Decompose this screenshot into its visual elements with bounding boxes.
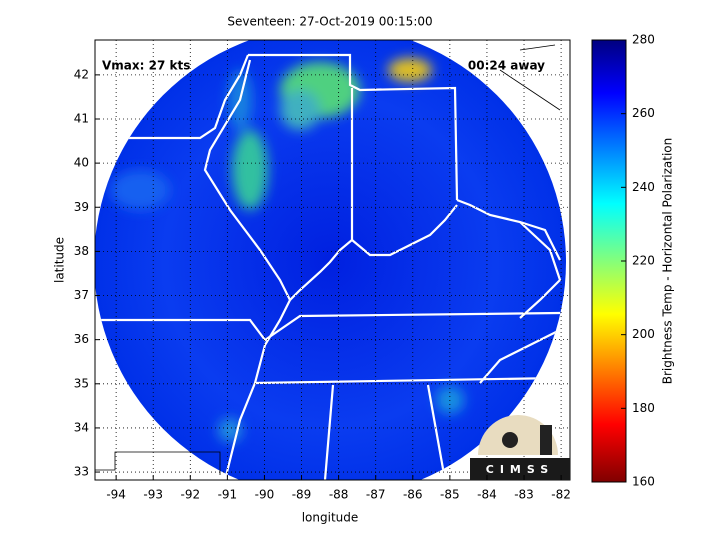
x-tick-label: -93 — [143, 488, 163, 502]
colorbar-tick-label: 180 — [632, 401, 655, 415]
y-tick-label: 33 — [74, 465, 89, 479]
x-tick-label: -84 — [477, 488, 497, 502]
grid — [95, 40, 570, 480]
plot-frame — [94, 39, 571, 481]
x-tick-label: -89 — [292, 488, 312, 502]
colorbar-tick-label: 280 — [632, 33, 655, 47]
map-area — [95, 40, 570, 480]
y-tick-label: 40 — [74, 156, 89, 170]
vmax-annotation: Vmax: 27 kts — [102, 59, 190, 73]
y-tick-label: 34 — [74, 420, 89, 434]
x-tick-label: -86 — [403, 488, 423, 502]
x-tick-label: -83 — [514, 488, 534, 502]
title: Seventeen: 27-Oct-2019 00:15:00 — [227, 15, 432, 29]
time-annotation: 00:24 away — [468, 59, 545, 73]
y-tick-label: 37 — [74, 288, 89, 302]
x-tick-label: -90 — [255, 488, 275, 502]
colorbar-tick-label: 200 — [632, 327, 655, 341]
x-tick-label: -92 — [180, 488, 200, 502]
warm-features — [110, 58, 464, 442]
colorbar-tick-label: 240 — [632, 180, 655, 194]
x-tick-label: -82 — [551, 488, 571, 502]
logo-text: CIMSS — [486, 463, 554, 476]
y-tick-label: 38 — [74, 244, 89, 258]
y-tick-label: 35 — [74, 376, 89, 390]
borders-outside — [95, 44, 561, 475]
cimss-logo: CIMSS — [470, 415, 570, 480]
y-axis-label: latitude — [53, 237, 67, 283]
state-borders — [95, 53, 562, 480]
x-tick-label: -91 — [218, 488, 238, 502]
y-tick-label: 41 — [74, 111, 89, 125]
colorbar-label: Brightness Temp - Horizontal Polarizatio… — [661, 138, 675, 385]
colorbar-tick-label: 160 — [632, 475, 655, 489]
y-tick-label: 39 — [74, 200, 89, 214]
colorbar — [591, 39, 627, 483]
y-tick-label: 42 — [74, 67, 89, 81]
x-tick-label: -85 — [440, 488, 460, 502]
x-tick-label: -94 — [106, 488, 126, 502]
colorbar-tick-label: 260 — [632, 106, 655, 120]
x-tick-label: -88 — [329, 488, 349, 502]
y-tick-label: 36 — [74, 332, 89, 346]
x-axis-label: longitude — [302, 511, 359, 525]
colorbar-tick-label: 220 — [632, 254, 655, 268]
x-tick-label: -87 — [366, 488, 386, 502]
